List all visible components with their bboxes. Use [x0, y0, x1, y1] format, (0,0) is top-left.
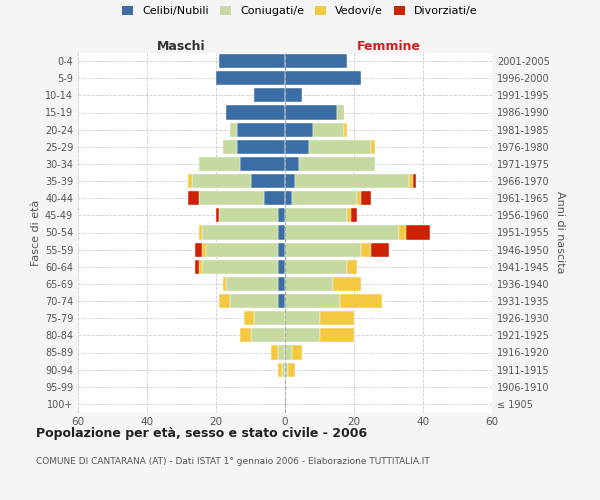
Bar — [244, 311, 254, 325]
Bar — [371, 140, 374, 154]
Bar — [320, 311, 354, 325]
Bar — [220, 294, 230, 308]
Bar — [406, 226, 430, 239]
Bar — [230, 294, 278, 308]
Text: COMUNE DI CANTARANA (AT) - Dati ISTAT 1° gennaio 2006 - Elaborazione TUTTITALIA.: COMUNE DI CANTARANA (AT) - Dati ISTAT 1°… — [36, 458, 430, 466]
Bar — [285, 277, 334, 291]
Bar — [220, 208, 278, 222]
Bar — [240, 328, 251, 342]
Bar — [340, 294, 382, 308]
Bar — [361, 242, 371, 256]
Bar — [292, 191, 358, 205]
Bar — [237, 140, 285, 154]
Bar — [347, 208, 350, 222]
Bar — [285, 122, 313, 136]
Bar — [285, 157, 299, 171]
Bar — [278, 260, 285, 274]
Bar — [240, 157, 285, 171]
Bar — [289, 362, 295, 376]
Bar — [285, 71, 361, 85]
Text: Maschi: Maschi — [157, 40, 206, 52]
Text: Femmine: Femmine — [356, 40, 421, 52]
Bar — [278, 208, 285, 222]
Bar — [285, 328, 320, 342]
Bar — [196, 242, 202, 256]
Bar — [202, 260, 278, 274]
Bar — [202, 226, 278, 239]
Bar — [206, 242, 278, 256]
Bar — [188, 174, 192, 188]
Bar — [188, 191, 199, 205]
Bar — [223, 140, 237, 154]
Legend: Celibi/Nubili, Coniugati/e, Vedovi/e, Divorziati/e: Celibi/Nubili, Coniugati/e, Vedovi/e, Di… — [122, 6, 478, 16]
Bar — [254, 311, 285, 325]
Bar — [285, 54, 347, 68]
Bar — [320, 328, 354, 342]
Bar — [216, 208, 220, 222]
Bar — [281, 362, 285, 376]
Bar — [350, 208, 358, 222]
Bar — [285, 174, 295, 188]
Bar — [285, 140, 309, 154]
Bar — [409, 174, 413, 188]
Bar — [285, 346, 292, 360]
Bar — [413, 174, 416, 188]
Bar — [278, 362, 281, 376]
Bar — [237, 122, 285, 136]
Bar — [285, 191, 292, 205]
Bar — [347, 260, 358, 274]
Bar — [361, 191, 371, 205]
Bar — [199, 226, 202, 239]
Bar — [371, 242, 389, 256]
Bar — [344, 122, 347, 136]
Y-axis label: Anni di nascita: Anni di nascita — [555, 191, 565, 274]
Bar — [265, 191, 285, 205]
Bar — [216, 71, 285, 85]
Y-axis label: Fasce di età: Fasce di età — [31, 200, 41, 266]
Bar — [278, 242, 285, 256]
Bar — [251, 328, 285, 342]
Bar — [199, 157, 240, 171]
Bar — [299, 157, 374, 171]
Bar — [254, 88, 285, 102]
Bar — [337, 106, 344, 120]
Bar — [292, 346, 302, 360]
Bar — [285, 106, 337, 120]
Bar — [220, 54, 285, 68]
Bar — [278, 294, 285, 308]
Bar — [196, 260, 199, 274]
Text: Popolazione per età, sesso e stato civile - 2006: Popolazione per età, sesso e stato civil… — [36, 428, 367, 440]
Bar — [334, 277, 361, 291]
Bar — [285, 208, 347, 222]
Bar — [199, 191, 265, 205]
Bar — [192, 174, 251, 188]
Bar — [199, 260, 202, 274]
Bar — [285, 88, 302, 102]
Bar — [285, 294, 340, 308]
Bar — [226, 106, 285, 120]
Bar — [251, 174, 285, 188]
Bar — [285, 260, 347, 274]
Bar — [285, 362, 289, 376]
Bar — [230, 122, 237, 136]
Bar — [313, 122, 344, 136]
Bar — [295, 174, 409, 188]
Bar — [223, 277, 226, 291]
Bar — [285, 242, 361, 256]
Bar — [226, 277, 278, 291]
Bar — [271, 346, 278, 360]
Bar — [285, 311, 320, 325]
Bar — [309, 140, 371, 154]
Bar — [399, 226, 406, 239]
Bar — [285, 226, 399, 239]
Bar — [278, 346, 285, 360]
Bar — [278, 226, 285, 239]
Bar — [202, 242, 206, 256]
Bar — [278, 277, 285, 291]
Bar — [358, 191, 361, 205]
